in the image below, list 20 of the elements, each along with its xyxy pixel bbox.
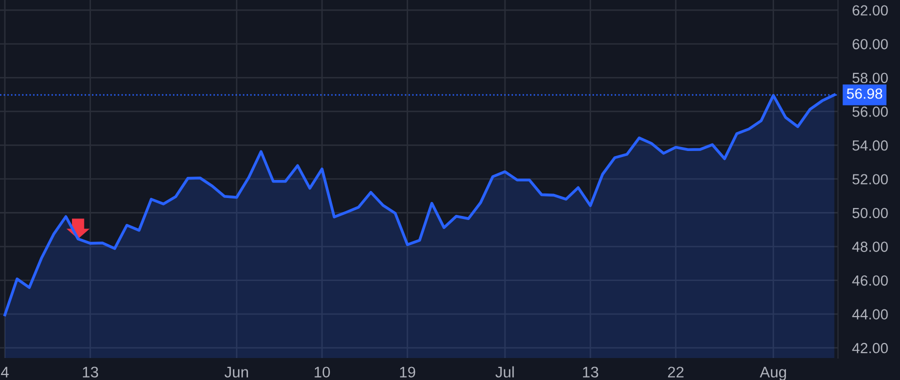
y-tick-label: 52.00: [852, 174, 888, 184]
x-tick-label: 4: [0, 366, 9, 378]
y-tick-label: 44.00: [852, 309, 888, 320]
y-tick-label: 58.00: [852, 72, 888, 84]
x-tick-label: 22: [668, 366, 684, 378]
y-tick-label: 56.00: [852, 106, 888, 117]
y-tick-label: 46.00: [852, 275, 888, 286]
x-tick-label: 19: [400, 366, 416, 378]
x-tick-label: 13: [82, 366, 98, 378]
x-tick-label: Jun: [224, 366, 248, 378]
x-tick-label: Jul: [495, 366, 514, 378]
x-tick-label: 10: [314, 366, 330, 378]
y-tick-label: 48.00: [852, 242, 888, 252]
x-tick-label: 13: [583, 366, 598, 378]
y-tick-label: 50.00: [852, 208, 888, 218]
y-tick-label: 54.00: [852, 140, 888, 151]
ref-line-label: 56.98: [846, 88, 882, 99]
y-tick-label: 62.00: [852, 5, 888, 16]
y-tick-label: 60.00: [852, 39, 888, 50]
y-tick-label: 42.00: [852, 342, 888, 354]
